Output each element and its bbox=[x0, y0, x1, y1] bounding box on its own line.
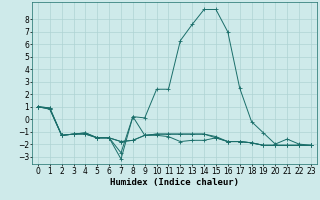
X-axis label: Humidex (Indice chaleur): Humidex (Indice chaleur) bbox=[110, 178, 239, 187]
